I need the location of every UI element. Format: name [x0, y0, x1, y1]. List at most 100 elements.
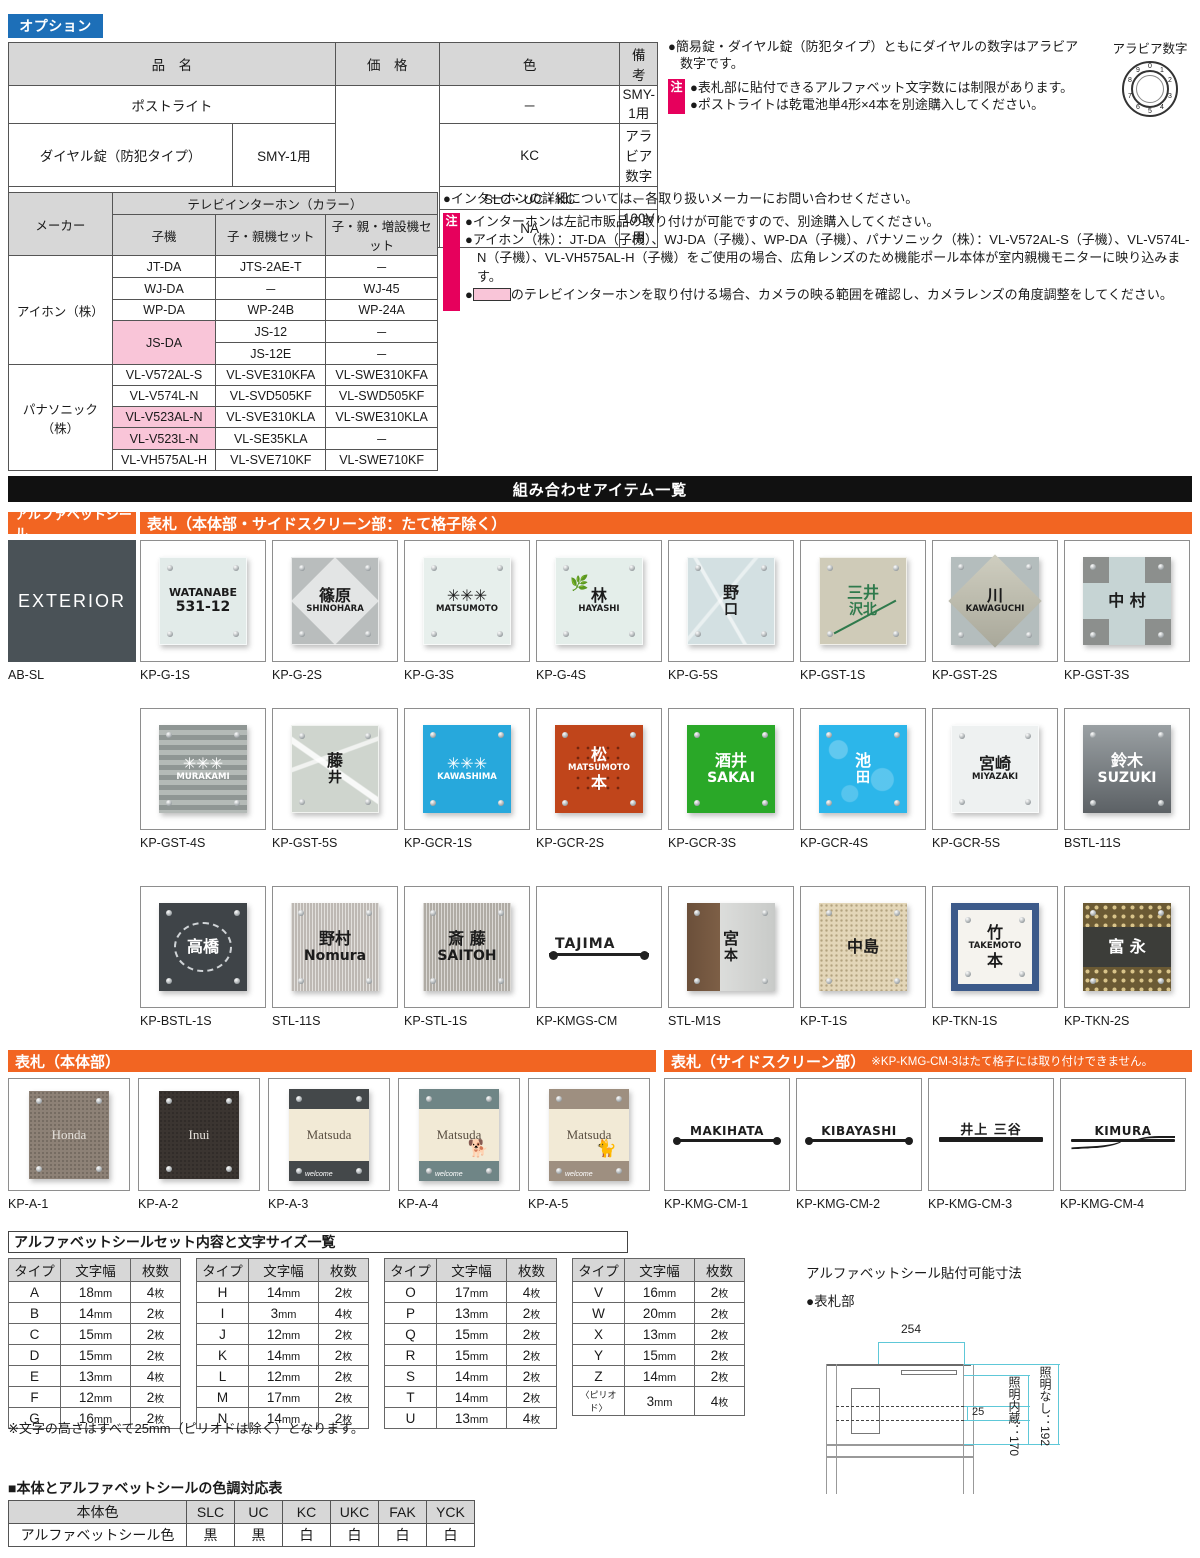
plate-face: 宮本 [687, 903, 775, 991]
product-image-frame: 藤井 [272, 708, 398, 830]
product-cell-KP-GST-1S[interactable]: 三井 沢北 [800, 540, 926, 662]
cell-maker: パナソニック（株） [8, 364, 113, 471]
cell-name: ポストライト [8, 85, 336, 124]
col-type: タイプ [8, 1258, 61, 1282]
product-image-frame: 宮崎 MIYAZAKI [932, 708, 1058, 830]
plate-face: 三井 沢北 [819, 557, 907, 645]
product-cell-KP-GST-4S[interactable]: ✳✳✳ MURAKAMI [140, 708, 266, 830]
product-cell-KP-A-5[interactable]: 🐈 Matsuda welcome [528, 1078, 650, 1191]
product-cell-KP-G-3S[interactable]: ✳✳✳ MATSUMOTO [404, 540, 530, 662]
product-image-frame: Matsuda welcome [268, 1078, 390, 1191]
product-code-KP-T-1S: KP-T-1S [800, 1014, 848, 1028]
cell-width: 3mm [624, 1386, 695, 1416]
alphabet-table-title: アルファベットシールセット内容と文字サイズ一覧 [8, 1231, 628, 1253]
product-image-frame: 竹 TAKEMOTO 本 [932, 886, 1058, 1008]
product-cell-KP-GCR-2S[interactable]: 松 MATSUMOTO 本 [536, 708, 662, 830]
product-cell-KP-GST-2S[interactable]: 川 KAWAGUCHI [932, 540, 1058, 662]
plate-text-line1: 池 [854, 750, 871, 770]
product-cell-KP-T-1S[interactable]: 中島 [800, 886, 926, 1008]
product-image-frame: TAJIMA [536, 886, 662, 1008]
cell-width: 15mm [60, 1323, 131, 1345]
cell-code: UKC [330, 1500, 379, 1524]
cell-type: E [8, 1365, 61, 1387]
cell-width: 15mm [624, 1344, 695, 1366]
product-cell-KP-TKN-2S[interactable]: 富 永 [1064, 886, 1190, 1008]
bar-plate-body: 表札（本体部） [8, 1050, 656, 1072]
dimension-drawing: 254 25 照明内蔵：170 照明なし：192 [806, 1316, 1194, 1511]
product-cell-STL-M1S[interactable]: 宮本 [668, 886, 794, 1008]
table-row: W 20mm 2枚 [572, 1302, 745, 1324]
product-cell-KP-BSTL-1S[interactable]: 高橋 [140, 886, 266, 1008]
cell-qty: 2枚 [130, 1386, 181, 1408]
product-image-frame: 川 KAWAGUCHI [932, 540, 1058, 662]
table-row: V 16mm 2枚 [572, 1281, 745, 1303]
product-cell-KP-GCR-3S[interactable]: 酒井 SAKAI [668, 708, 794, 830]
plate-face: ✳✳✳ MURAKAMI [159, 725, 247, 813]
plate-face: 高橋 [159, 903, 247, 991]
product-cell-KP-GCR-5S[interactable]: 宮崎 MIYAZAKI [932, 708, 1058, 830]
product-cell-BSTL-11S[interactable]: 鈴木 SUZUKI [1064, 708, 1190, 830]
product-cell-KP-G-4S[interactable]: 🌿 林 HAYASHI [536, 540, 662, 662]
plate-text-line1: ✳✳✳ [182, 753, 224, 773]
product-cell-AB-SL[interactable]: EXTERIOR [8, 540, 136, 662]
product-cell-KP-GCR-4S[interactable]: 池田 [800, 708, 926, 830]
product-cell-KP-A-2[interactable]: Inui [138, 1078, 260, 1191]
bar-plate-main: 表札（本体部・サイドスクリーン部：たて格子除く） [140, 512, 1192, 534]
intercom-note-item: ●アイホン（株）：JT-DA（子機）、WJ-DA（子機）、WP-DA（子機）、パ… [465, 232, 1190, 284]
product-code-KP-A-4: KP-A-4 [398, 1197, 439, 1211]
plate-text-line2: SAKAI [707, 770, 755, 787]
plate-face: 酒井 SAKAI [687, 725, 775, 813]
dial-number: 4 [1160, 104, 1164, 111]
sticker-swatch: EXTERIOR [8, 540, 136, 662]
option-note-item: ●ポストライトは乾電池単4形×4本を別途購入してください。 [690, 97, 1045, 113]
plate-text-line1: ✳✳✳ [446, 585, 488, 605]
product-cell-KP-STL-1S[interactable]: 斎 藤 SAITOH [404, 886, 530, 1008]
product-image-frame: 宮本 [668, 886, 794, 1008]
cell-type: S [384, 1365, 437, 1387]
product-cell-KP-G-2S[interactable]: 篠原 SHINOHARA [272, 540, 398, 662]
table-row: E 13mm 4枚 [8, 1365, 181, 1387]
product-cell-KP-KMG-CM-3[interactable]: 井上 三谷 [928, 1078, 1054, 1191]
product-cell-KP-A-1[interactable]: Honda [8, 1078, 130, 1191]
product-cell-KP-TKN-1S[interactable]: 竹 TAKEMOTO 本 [932, 886, 1058, 1008]
cell-name-sub: SMY-1用 [232, 123, 336, 187]
product-image-frame: ✳✳✳ KAWASHIMA [404, 708, 530, 830]
product-cell-STL-11S[interactable]: 野村 Nomura [272, 886, 398, 1008]
product-code-KP-GST-3S: KP-GST-3S [1064, 668, 1130, 682]
cell-qty: 4枚 [130, 1365, 181, 1387]
product-cell-KP-KMG-CM-1[interactable]: MAKIHATA [664, 1078, 790, 1191]
product-cell-KP-GCR-1S[interactable]: ✳✳✳ KAWASHIMA [404, 708, 530, 830]
table-row: N 14mm 2枚 [196, 1407, 369, 1429]
product-cell-KP-KMGS-CM[interactable]: TAJIMA [536, 886, 662, 1008]
cell-type: Q [384, 1323, 437, 1345]
plate-text-line1: 川 [986, 585, 1003, 605]
table-row: Q 15mm 2枚 [384, 1323, 557, 1345]
product-cell-KP-A-4[interactable]: 🐕 Matsuda welcome [398, 1078, 520, 1191]
product-cell-KP-KMG-CM-4[interactable]: KIMURA [1060, 1078, 1186, 1191]
product-image-frame: 池田 [800, 708, 926, 830]
side-sign-art: KIMURA [1069, 1118, 1177, 1152]
product-cell-KP-KMG-CM-2[interactable]: KIBAYASHI [796, 1078, 922, 1191]
product-cell-KP-A-3[interactable]: Matsuda welcome [268, 1078, 390, 1191]
table-header-row: 本体色 SLC UC KC UKC FAK YCK [8, 1500, 475, 1524]
cell-set: VL-SVE710KF [215, 449, 327, 471]
cell-qty: 2枚 [318, 1365, 369, 1387]
cell-width: 14mm [436, 1386, 507, 1408]
product-cell-KP-G-1S[interactable]: WATANABE 531-12 [140, 540, 266, 662]
product-image-frame: ✳✳✳ MURAKAMI [140, 708, 266, 830]
bar-plate-side-note: ※KP-KMG-CM-3はたて格子には取り付けできません。 [871, 1056, 1154, 1068]
product-image-frame: MAKIHATA [664, 1078, 790, 1191]
intercom-note-lead: ●インターホンの詳細については、各取り扱いメーカーにお問い合わせください。 [443, 191, 919, 206]
product-cell-KP-GST-3S[interactable]: 中 村 [1064, 540, 1190, 662]
col-width: 文字幅 [436, 1258, 507, 1282]
cell-code: YCK [426, 1500, 475, 1524]
product-code-KP-GCR-5S: KP-GCR-5S [932, 836, 1001, 850]
plate-text-line1: 野 [722, 582, 739, 602]
col-maker: メーカー [8, 192, 113, 256]
product-cell-KP-G-5S[interactable]: 野口 [668, 540, 794, 662]
cell-qty: 2枚 [694, 1281, 745, 1303]
cell-ext: VL-SWE710KF [325, 449, 438, 471]
product-cell-KP-GST-5S[interactable]: 藤井 [272, 708, 398, 830]
product-image-frame: 中島 [800, 886, 926, 1008]
cell-child: VL-V574L-N [111, 385, 217, 407]
